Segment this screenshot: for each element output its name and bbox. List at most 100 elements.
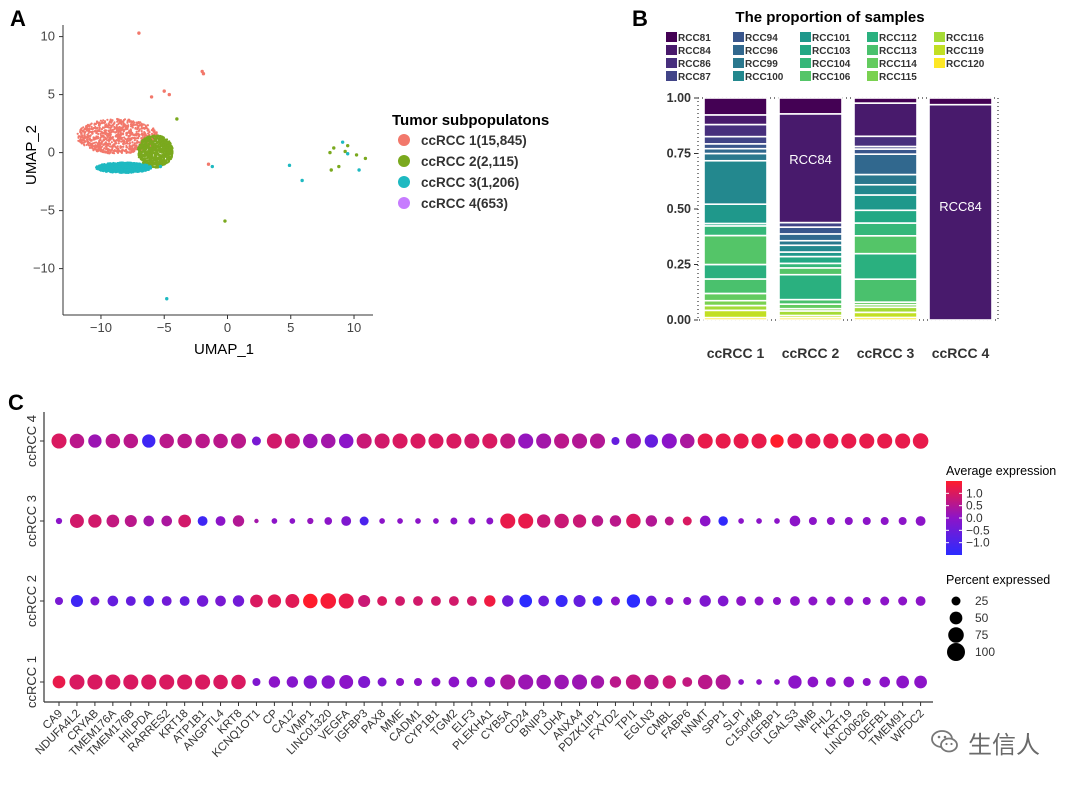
umap-point [149,95,154,99]
dotplot-dot [54,596,64,606]
umap-cluster-point [133,162,136,165]
umap-point [354,153,359,157]
umap-cluster-point [166,148,169,151]
umap-cluster-point [142,123,145,126]
umap-cluster-point [123,123,126,126]
umap-cluster-point [170,146,173,149]
umap-cluster-point [116,145,119,148]
umap-cluster-point [108,152,111,155]
dotplot-dot [448,596,459,606]
umap-cluster-point [160,151,163,154]
proportion-segment [778,97,843,115]
umap-cluster-point [141,150,144,154]
proportion-segment [778,113,843,224]
dotplot-dot [518,674,534,690]
umap-cluster-point [159,135,162,138]
umap-cluster-point [144,142,147,145]
umap-cluster-point [93,130,96,133]
umap-cluster-point [117,133,120,136]
umap-y-tick-label: −5 [40,203,55,218]
umap-cluster-point [115,167,119,170]
umap-cluster-point [128,147,131,150]
dotplot-dot [787,433,803,449]
umap-cluster-point [153,162,156,166]
dotplot-dot [70,594,83,608]
sample-legend-label: RCC112 [879,33,917,44]
umap-cluster-point [129,134,132,137]
dotplot-dot [733,433,749,449]
umap-cluster-point [118,122,121,125]
umap-cluster-point [129,123,133,126]
dotplot-dot [125,596,136,606]
umap-point [329,168,333,172]
umap-cluster-point [144,127,147,130]
umap-cluster-point [118,127,121,131]
umap-legend-label: ccRCC 3(1,206) [421,175,519,190]
dotplot-dot [339,675,354,689]
umap-point [345,143,350,148]
dotplot-dot [862,516,871,526]
umap-cluster-point [137,130,140,133]
dotplot-dot [502,595,514,607]
umap-cluster-point [131,147,134,150]
dotplot-dot [359,516,369,526]
umap-cluster-point [114,163,117,166]
umap-cluster-point [108,132,111,135]
umap-cluster-point [133,146,136,149]
proportion-segment [853,278,918,303]
dotplot-dot [271,518,278,524]
dotplot-dot [413,677,423,687]
umap-cluster-point [109,150,112,153]
umap-cluster-point [161,141,164,145]
umap-cluster-point [103,147,106,150]
dotplot-dot [879,676,891,688]
umap-cluster-point [132,122,135,126]
dotplot-dot [826,516,835,526]
dotplot-dot [338,433,354,449]
dotplot-dot [448,676,460,688]
sample-legend-label: RCC99 [745,59,778,70]
umap-cluster-point [110,120,113,123]
dotplot-dot [518,433,534,449]
umap-legend-swatch [398,155,410,167]
umap-cluster-point [160,156,163,159]
umap-cluster-point [141,153,144,156]
sample-legend-label: RCC87 [678,72,711,83]
sample-legend-label: RCC119 [946,46,984,57]
umap-cluster-point [107,130,111,133]
proportion-chart-title: The proportion of samples [735,9,924,26]
umap-cluster-point [155,142,159,145]
dotplot-dot [880,596,890,606]
umap-cluster-point [125,161,128,164]
umap-point [357,168,361,172]
dotplot-dot [69,674,85,690]
umap-cluster-point [100,164,104,167]
umap-cluster-point [103,131,106,134]
proportion-segment [778,226,843,235]
umap-cluster-point [151,142,154,145]
dotplot-dot [159,433,174,449]
umap-cluster-point [139,158,142,161]
umap-cluster-point [129,138,132,142]
umap-legend-swatch [398,134,410,146]
dotplot-dot [609,676,622,688]
umap-cluster-point [155,136,158,139]
dotplot-dot [450,517,458,525]
sample-legend-label: RCC84 [678,46,711,57]
umap-cluster-point [126,171,130,174]
sample-legend-swatch [934,58,945,68]
proportion-segment [778,255,843,265]
dotplot-dot [232,515,245,527]
umap-cluster-point [145,164,149,167]
umap-cluster-point [146,157,149,160]
dotplot-dot [267,594,282,608]
umap-cluster-point [88,127,91,130]
umap-cluster-point [83,134,86,137]
umap-cluster-point [99,136,102,139]
umap-cluster-point [153,134,156,138]
umap-cluster-point [80,141,83,144]
expression-colorbar-label: 1.0 [966,486,983,500]
umap-cluster-point [145,138,148,141]
dotplot-dot [536,514,551,528]
dotplot-dot [52,675,66,689]
